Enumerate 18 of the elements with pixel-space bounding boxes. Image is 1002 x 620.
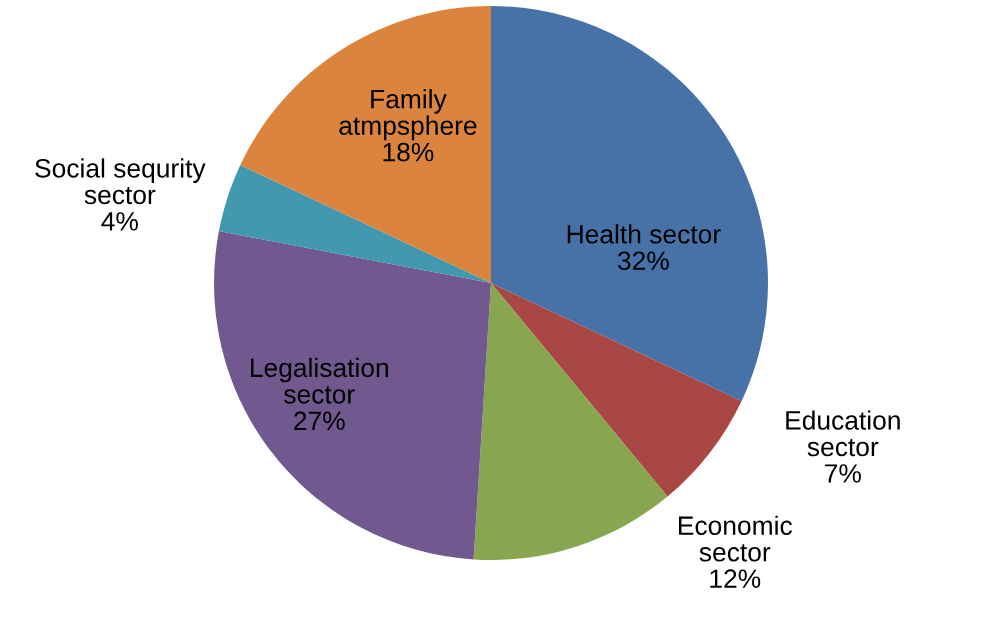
slice-label: Social sequrity sector [35,158,206,205]
data-label: 7% [825,464,861,483]
data-label: 18% [383,142,434,162]
pie-slice [214,231,491,560]
pie-slice [491,6,768,401]
pie-slice [491,283,742,497]
slice-label: Health sector [567,224,721,244]
slice-label: Education sector [786,410,900,457]
slice-label: Family atmpsphere [339,89,477,141]
data-label: 4% [101,212,138,231]
data-label: 27% [294,411,345,431]
slice-label: Legalisation sector [251,357,388,404]
data-label: 12% [710,569,761,588]
pie-slice [218,165,491,283]
slice-label: Economic sector [678,515,792,562]
data-label: 32% [617,251,669,271]
pie-slice [240,6,491,283]
pie-slice [473,283,668,560]
